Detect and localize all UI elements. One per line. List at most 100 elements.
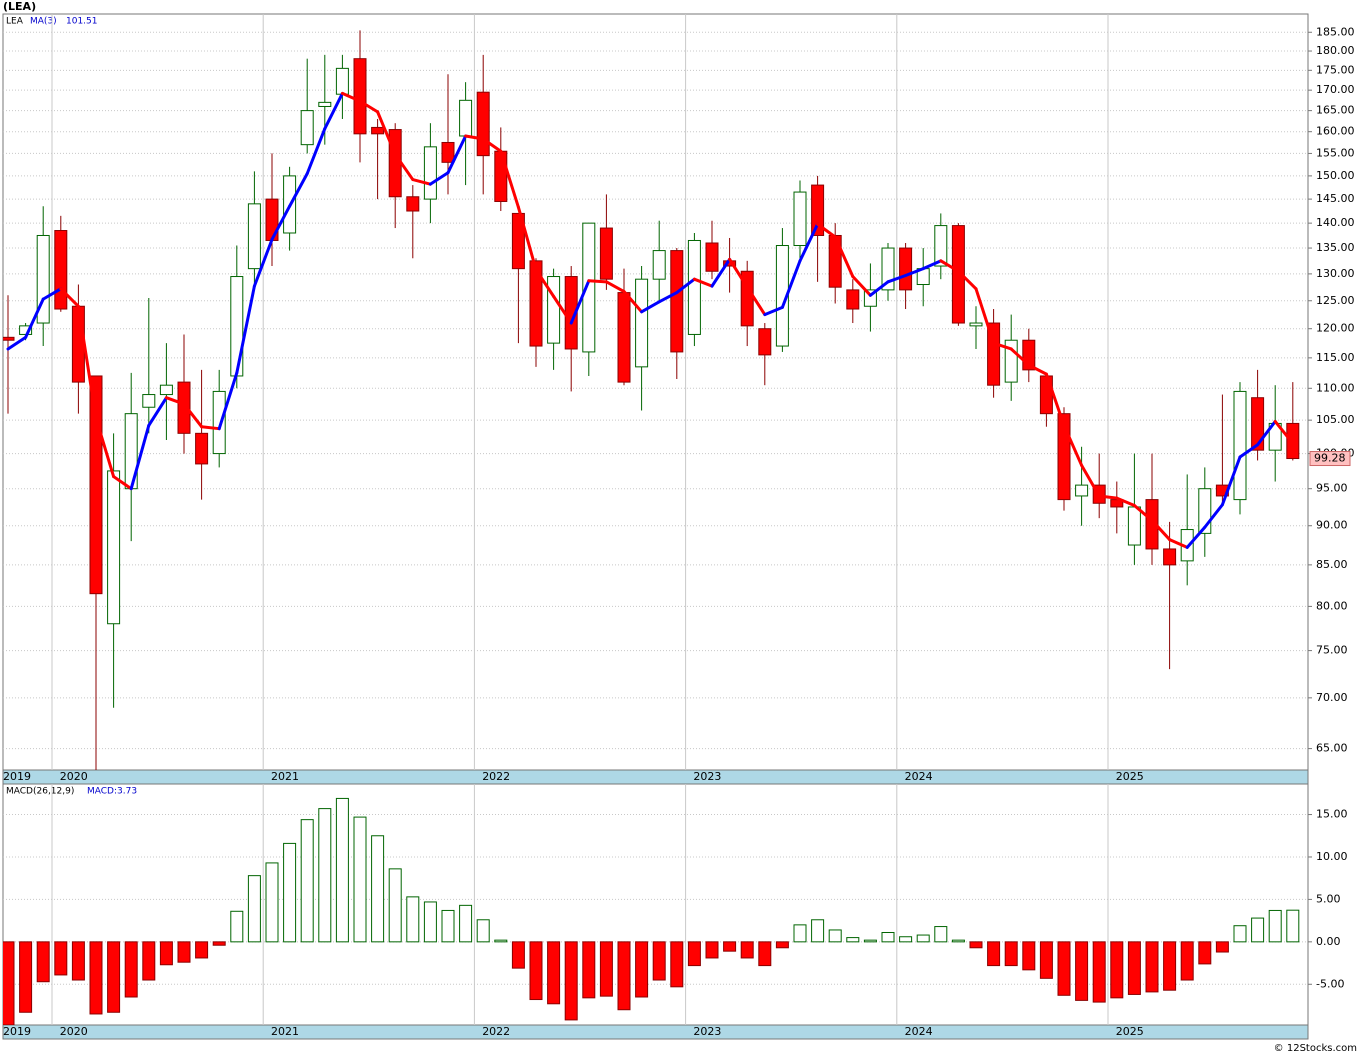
y-tick-label: 155.00 bbox=[1316, 146, 1355, 159]
candle-body bbox=[300, 110, 314, 146]
plot bbox=[3, 14, 1308, 770]
macd-bar bbox=[353, 816, 367, 943]
y-tick-label: -5.00 bbox=[1316, 977, 1344, 990]
ma-segment bbox=[728, 257, 749, 289]
candle-body bbox=[3, 336, 15, 341]
y-tick-label: 105.00 bbox=[1316, 413, 1355, 426]
ma-segment bbox=[992, 341, 1013, 351]
ma-segment bbox=[1220, 455, 1242, 507]
candle-body bbox=[494, 150, 508, 202]
ma-segment bbox=[640, 300, 661, 314]
y-tick-label: 75.00 bbox=[1316, 644, 1348, 657]
macd-bar bbox=[635, 941, 649, 998]
macd-bar bbox=[1286, 909, 1300, 943]
candle-body bbox=[811, 184, 825, 236]
macd-bar bbox=[19, 941, 33, 1013]
macd-bar bbox=[1145, 941, 1159, 993]
ma-segment bbox=[24, 297, 45, 339]
y-tick-label: 140.00 bbox=[1316, 216, 1355, 229]
ma-segment bbox=[112, 475, 133, 491]
ma-segment bbox=[921, 259, 943, 271]
price-tag-label: 99.28 bbox=[1314, 452, 1346, 465]
y-tick-label: 10.00 bbox=[1316, 850, 1348, 863]
macd-prefix: MACD: bbox=[87, 787, 117, 797]
candle-body bbox=[1075, 484, 1089, 497]
y-tick-label: 15.00 bbox=[1316, 808, 1348, 821]
ma-segment bbox=[1080, 463, 1101, 498]
macd-bar bbox=[89, 941, 103, 1015]
macd-bar bbox=[723, 941, 737, 952]
y-tick-label: 175.00 bbox=[1316, 63, 1355, 76]
ma-segment bbox=[200, 425, 221, 431]
x-tick-label: 2022 bbox=[482, 1025, 510, 1038]
y-tick-label: 120.00 bbox=[1316, 322, 1355, 335]
macd-bar bbox=[652, 941, 666, 981]
macd-bar bbox=[230, 910, 244, 943]
ma-segment bbox=[1132, 503, 1154, 522]
x-tick-label: 2021 bbox=[271, 770, 299, 783]
ma-segment bbox=[622, 290, 644, 314]
x-tick-label: 2020 bbox=[60, 1025, 88, 1038]
ma-segment bbox=[1044, 372, 1066, 427]
ma-segment bbox=[851, 275, 872, 297]
macd-bar bbox=[494, 939, 508, 943]
macd-bar bbox=[511, 941, 525, 969]
y-tick-label: 185.00 bbox=[1316, 25, 1355, 38]
ma-segment bbox=[816, 222, 837, 239]
candle-body bbox=[758, 328, 772, 356]
ma-segment bbox=[1097, 494, 1119, 500]
ma-segment bbox=[411, 178, 432, 186]
ma-segment bbox=[604, 280, 626, 294]
macd-bar bbox=[476, 919, 490, 943]
macd-bar bbox=[71, 941, 85, 981]
macd-bar bbox=[54, 941, 68, 976]
x-tick-label: 2023 bbox=[693, 770, 721, 783]
candle-body bbox=[899, 247, 913, 291]
ma-segment bbox=[657, 291, 679, 304]
macd-bar bbox=[687, 941, 701, 967]
macd-bar bbox=[142, 941, 156, 981]
macd-bar bbox=[1004, 941, 1018, 967]
y-tick-label: 130.00 bbox=[1316, 267, 1355, 280]
ma-segment bbox=[939, 259, 960, 273]
candle-body bbox=[1145, 499, 1159, 550]
candle-body bbox=[1233, 390, 1247, 501]
macd-bar bbox=[265, 862, 279, 943]
macd-bar bbox=[1022, 941, 1036, 971]
y-tick-label: 180.00 bbox=[1316, 44, 1355, 57]
candle-body bbox=[36, 234, 50, 324]
macd-bar bbox=[1057, 941, 1071, 996]
macd-bar bbox=[564, 941, 578, 1021]
candle-body bbox=[599, 227, 613, 280]
ma-segment bbox=[217, 371, 239, 431]
ma-segment bbox=[428, 171, 450, 186]
macd-bar bbox=[1127, 941, 1141, 995]
ma-segment bbox=[6, 335, 28, 351]
ma-segment bbox=[1185, 525, 1207, 549]
ma-segment bbox=[481, 137, 503, 153]
x-tick-label: 2024 bbox=[905, 1025, 933, 1038]
ma-segment bbox=[376, 110, 397, 156]
ma-segment bbox=[710, 257, 732, 288]
ma-segment bbox=[1168, 538, 1189, 549]
ma-segment bbox=[270, 204, 292, 241]
macd-title: MACD(26,12,9) bbox=[6, 787, 74, 797]
x-tick-label: 2021 bbox=[271, 1025, 299, 1038]
candle-body bbox=[406, 196, 420, 212]
macd-bar bbox=[758, 941, 772, 967]
candle-body bbox=[511, 212, 525, 270]
y-tick-label: 165.00 bbox=[1316, 104, 1355, 117]
ma-segment bbox=[164, 396, 186, 406]
candle-body bbox=[353, 58, 367, 135]
x-strip bbox=[2, 1024, 1309, 1040]
y-tick-label: 110.00 bbox=[1316, 381, 1355, 394]
macd-bar bbox=[529, 941, 543, 1001]
candle-body bbox=[459, 99, 473, 137]
ma-segment bbox=[552, 294, 573, 325]
ma-segment bbox=[780, 259, 802, 309]
chart-title: (LEA) bbox=[3, 0, 36, 13]
ma-segment bbox=[569, 279, 591, 325]
ma-segment bbox=[358, 99, 380, 114]
macd-bar bbox=[371, 835, 385, 943]
candle-body bbox=[687, 239, 701, 335]
